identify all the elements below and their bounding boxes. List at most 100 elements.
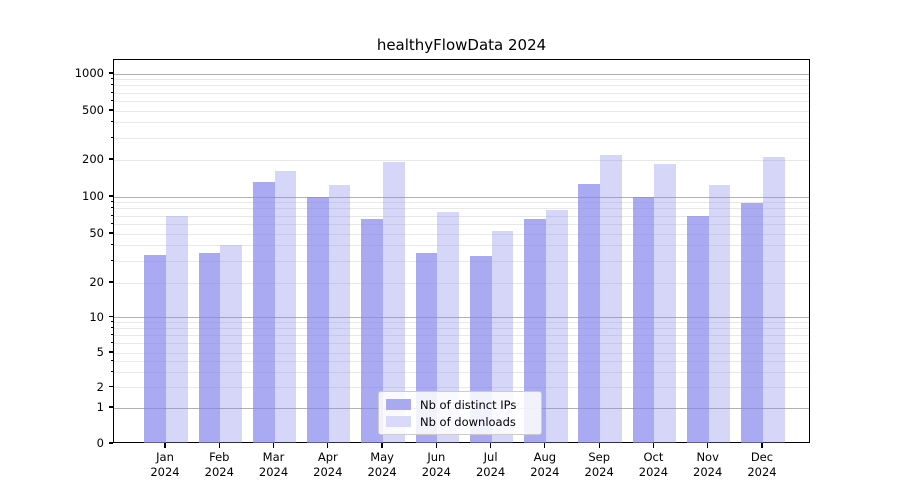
- y-minor-tick-40: [110, 244, 113, 246]
- x-tick-mark-aug: [544, 443, 546, 448]
- gridline-y-600: [114, 100, 809, 102]
- y-tick-label-50: 50: [89, 226, 104, 240]
- y-minor-tick-5: [110, 351, 113, 353]
- gridline-y-1000: [114, 73, 809, 75]
- gridline-y-10: [114, 317, 809, 318]
- x-tick-mark-nov: [707, 443, 709, 448]
- gridline-y-90: [114, 202, 809, 204]
- gridline-y-6: [114, 343, 809, 345]
- y-minor-tick-6: [110, 342, 113, 344]
- y-minor-tick-2: [110, 386, 113, 387]
- x-tick-mark-feb: [218, 443, 220, 448]
- x-tick-mark-may: [381, 443, 383, 448]
- bar-dec-distinct-ips: [741, 202, 763, 443]
- bar-dec-downloads: [762, 157, 785, 443]
- chart-title: healthyFlowData 2024: [376, 36, 547, 54]
- y-minor-tick-300: [110, 136, 113, 138]
- y-tick-mark-1000: [108, 72, 113, 74]
- gridline-y-60: [114, 223, 809, 225]
- bar-mar-distinct-ips: [252, 182, 275, 443]
- y-minor-tick-9: [110, 321, 113, 323]
- x-tick-label-oct-2024: Oct 2024: [638, 450, 669, 479]
- gridline-y-9: [114, 322, 809, 324]
- x-tick-mark-sep: [598, 443, 600, 448]
- bar-sep-distinct-ips: [578, 183, 601, 443]
- legend-swatch-distinct-ips: [386, 399, 411, 410]
- bar-jul-downloads: [491, 230, 514, 443]
- gridline-y-70: [114, 215, 809, 217]
- x-tick-mark-mar: [272, 443, 275, 448]
- y-minor-tick-800: [110, 84, 113, 86]
- gridline-y-5: [114, 352, 809, 354]
- gridline-y-3: [114, 371, 809, 373]
- bar-feb-downloads: [220, 244, 242, 443]
- x-tick-label-mar-2024: Mar 2024: [258, 450, 289, 479]
- x-tick-label-apr-2024: Apr 2024: [313, 450, 343, 479]
- plot-area: [113, 59, 810, 443]
- y-minor-tick-20: [110, 281, 113, 283]
- y-minor-tick-700: [110, 91, 113, 93]
- legend-label-distinct-ips: Nb of distinct IPs: [420, 397, 517, 412]
- y-minor-tick-4: [110, 359, 113, 361]
- gridline-y-100: [114, 196, 809, 198]
- gridline-y-4: [114, 360, 809, 362]
- bar-feb-distinct-ips: [198, 253, 221, 443]
- y-minor-tick-7: [110, 334, 113, 336]
- y-tick-mark-10: [108, 315, 113, 318]
- y-tick-label-5: 5: [96, 345, 104, 359]
- y-minor-tick-3: [110, 370, 113, 372]
- x-tick-mark-oct: [652, 443, 655, 448]
- bar-nov-distinct-ips: [687, 216, 709, 443]
- x-tick-mark-dec: [761, 443, 763, 448]
- y-minor-tick-80: [110, 207, 113, 209]
- bar-aug-distinct-ips: [524, 219, 546, 443]
- y-tick-label-2: 2: [96, 379, 104, 394]
- y-tick-mark-1: [108, 406, 113, 408]
- bar-aug-downloads: [545, 209, 568, 443]
- legend-item-downloads: Nb of downloads: [386, 414, 533, 429]
- bar-sep-downloads: [600, 155, 622, 443]
- y-minor-tick-50: [110, 232, 113, 234]
- legend-swatch-downloads: [386, 416, 411, 427]
- y-minor-tick-600: [110, 99, 113, 101]
- x-tick-label-dec-2024: Dec 2024: [747, 450, 777, 479]
- x-tick-mark-jul: [490, 443, 492, 448]
- x-tick-label-nov-2024: Nov 2024: [693, 450, 723, 479]
- gridline-y-50: [114, 233, 809, 235]
- y-tick-label-20: 20: [89, 275, 104, 289]
- y-tick-label-1000: 1000: [74, 66, 104, 80]
- legend-item-distinct-ips: Nb of distinct IPs: [386, 397, 533, 412]
- x-tick-mark-apr: [327, 443, 329, 448]
- bar-jan-distinct-ips: [144, 254, 166, 443]
- x-tick-label-sep-2024: Sep 2024: [584, 450, 614, 479]
- y-minor-tick-400: [110, 121, 113, 123]
- y-minor-tick-70: [110, 214, 113, 216]
- gridline-y-500: [114, 110, 809, 112]
- gridline-y-800: [114, 85, 809, 87]
- gridline-y-400: [114, 122, 809, 124]
- bar-nov-downloads: [708, 185, 731, 443]
- bar-oct-downloads: [654, 164, 677, 443]
- bar-jun-downloads: [437, 211, 460, 443]
- x-tick-label-jan-2024: Jan 2024: [150, 450, 180, 479]
- y-minor-tick-500: [110, 109, 113, 111]
- y-tick-label-500: 500: [82, 103, 104, 117]
- x-tick-mark-jun: [435, 443, 437, 448]
- gridline-y-20: [114, 282, 809, 284]
- legend-label-downloads: Nb of downloads: [420, 414, 516, 429]
- y-tick-label-100: 100: [82, 189, 104, 203]
- x-tick-mark-jan: [164, 443, 166, 448]
- gridline-y-40: [114, 245, 809, 247]
- y-minor-tick-900: [110, 78, 113, 80]
- gridline-y-30: [114, 260, 809, 262]
- y-tick-label-0: 0: [96, 436, 104, 450]
- gridline-y-7: [114, 335, 809, 337]
- gridline-y-300: [114, 137, 809, 139]
- bar-may-downloads: [383, 161, 405, 443]
- y-tick-label-10: 10: [89, 309, 104, 324]
- y-minor-tick-90: [110, 201, 113, 203]
- gridline-y-200: [114, 159, 809, 161]
- x-tick-label-jul-2024: Jul 2024: [475, 450, 506, 479]
- y-tick-label-1: 1: [96, 400, 104, 414]
- x-tick-label-may-2024: May 2024: [367, 450, 397, 479]
